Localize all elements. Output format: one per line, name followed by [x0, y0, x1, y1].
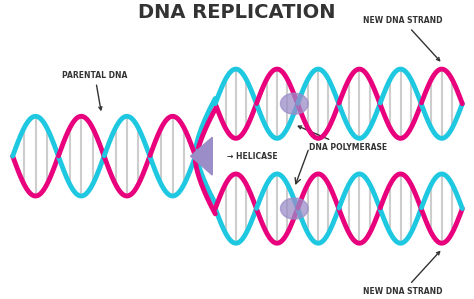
Text: DNA POLYMERASE: DNA POLYMERASE [298, 126, 387, 152]
Text: PARENTAL DNA: PARENTAL DNA [62, 71, 128, 110]
Text: NEW DNA STRAND: NEW DNA STRAND [363, 16, 443, 61]
Text: → HELICASE: → HELICASE [227, 152, 278, 161]
Ellipse shape [281, 198, 308, 219]
Text: NEW DNA STRAND: NEW DNA STRAND [363, 252, 443, 296]
Polygon shape [191, 137, 212, 175]
Title: DNA REPLICATION: DNA REPLICATION [138, 3, 336, 22]
Ellipse shape [281, 93, 308, 114]
